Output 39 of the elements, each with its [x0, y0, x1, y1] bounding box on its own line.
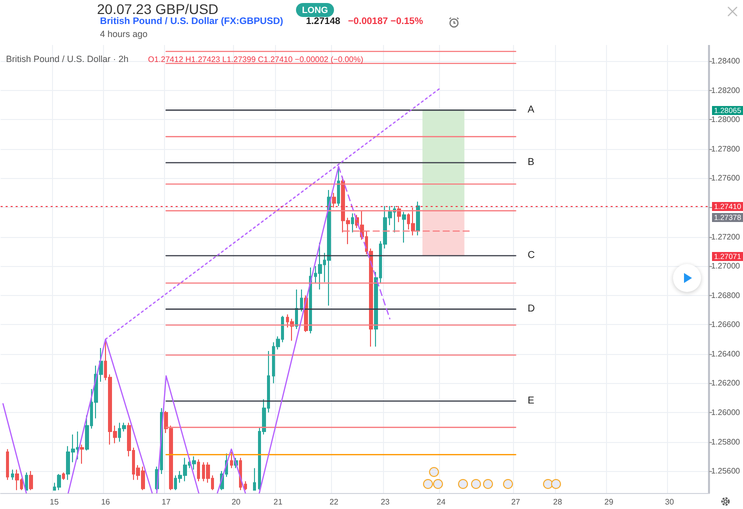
- text: 1.27148: [306, 16, 340, 27]
- y-tick-label: 1.26400: [711, 349, 741, 358]
- series-label: B: [528, 157, 535, 168]
- text: −0.00187 −0.15%: [348, 16, 424, 27]
- x-tick-label: 24: [436, 498, 446, 506]
- y-tick-label: 1.27800: [711, 144, 741, 154]
- x-tick-label: 15: [50, 498, 60, 506]
- text: 4 hours ago: [100, 29, 148, 39]
- y-tick-label: 1.28000: [711, 115, 741, 124]
- y-tick-label: 1.26200: [711, 378, 741, 388]
- y-tick-label: 1.27000: [711, 262, 741, 271]
- x-tick-label: 23: [380, 498, 390, 506]
- y-tick-label: 1.25600: [711, 466, 741, 476]
- x-tick-label: 17: [162, 498, 172, 506]
- chart-title: 20.07.23 GBP/USD: [97, 1, 218, 17]
- annotation: O1.27412 H1.27423 L1.27399 C1.27410 −0.00002 (−0.00%): [148, 54, 364, 64]
- y-tick-label: 1.26000: [711, 408, 741, 417]
- annotation: British Pound / U.S. Dollar · 2h: [6, 54, 129, 64]
- series-label: A: [528, 104, 535, 116]
- series-label: D: [528, 304, 535, 315]
- y-tick-label: 1.26800: [711, 290, 741, 300]
- x-tick-label: 21: [274, 498, 283, 506]
- x-tick-label: 30: [665, 498, 674, 506]
- x-tick-label: 22: [329, 498, 339, 506]
- y-tick-label: 1.27600: [711, 174, 741, 183]
- series-label: E: [528, 396, 535, 407]
- y-tick-label: 1.26600: [711, 320, 741, 330]
- series-label: C: [528, 250, 535, 262]
- y-tick-label: 1.27200: [711, 232, 741, 242]
- x-tick-label: 28: [553, 498, 563, 506]
- x-tick-label: 29: [604, 498, 614, 506]
- x-tick-label: 20: [232, 498, 242, 506]
- y-tick-label: 1.28200: [711, 86, 741, 95]
- x-tick-label: 27: [511, 498, 521, 506]
- x-tick-label: 16: [101, 498, 111, 506]
- y-tick-label: 1.28400: [711, 56, 741, 66]
- chart-subtitle: British Pound / U.S. Dollar (FX:GBPUSD): [100, 16, 284, 27]
- y-tick-label: 1.25800: [711, 437, 741, 446]
- text: LONG: [296, 3, 334, 17]
